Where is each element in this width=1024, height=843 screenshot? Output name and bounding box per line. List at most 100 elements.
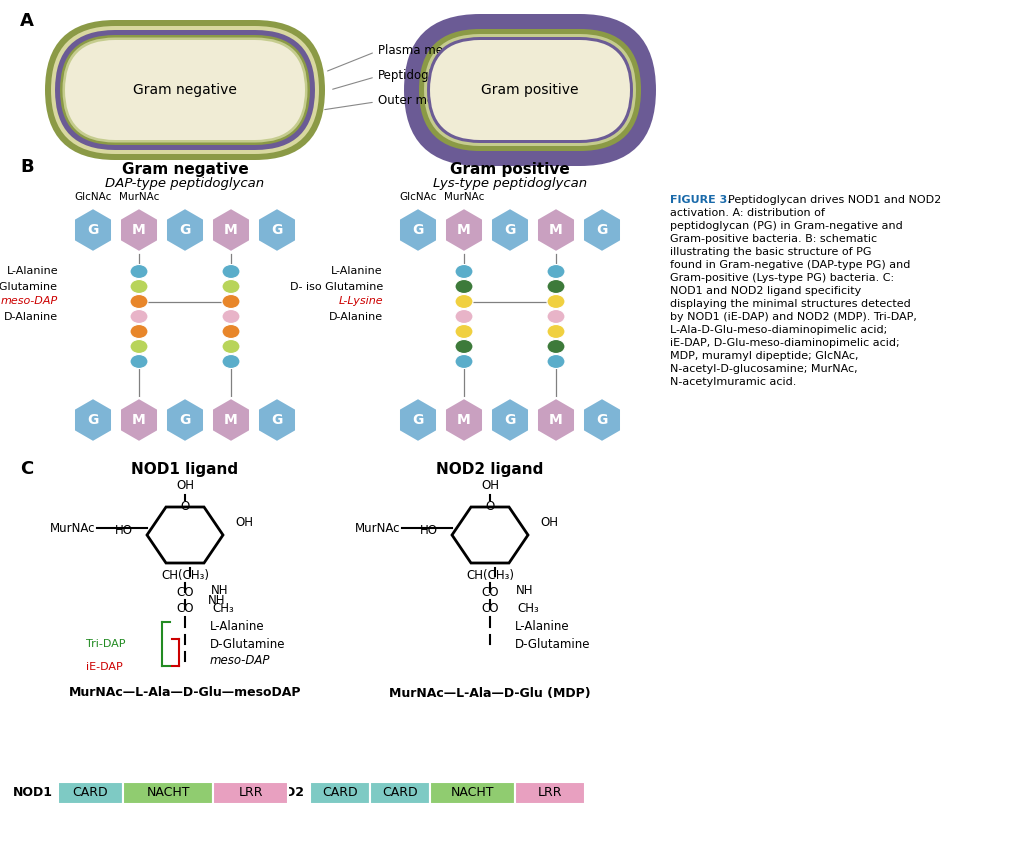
Ellipse shape xyxy=(130,265,148,278)
Text: GlcNAc: GlcNAc xyxy=(75,192,112,202)
Text: found in Gram-negative (DAP-type PG) and: found in Gram-negative (DAP-type PG) and xyxy=(670,260,910,270)
Text: D-Alanine: D-Alanine xyxy=(329,312,383,321)
FancyBboxPatch shape xyxy=(60,35,310,145)
Polygon shape xyxy=(212,208,250,252)
Text: LRR: LRR xyxy=(538,787,562,799)
Text: L-Alanine: L-Alanine xyxy=(515,620,569,633)
Ellipse shape xyxy=(222,355,240,368)
Text: Tri-DAP: Tri-DAP xyxy=(85,639,125,649)
Ellipse shape xyxy=(222,340,240,353)
Text: Gram positive: Gram positive xyxy=(481,83,579,97)
Text: G: G xyxy=(596,413,607,427)
Polygon shape xyxy=(120,398,158,442)
Text: L-Alanine: L-Alanine xyxy=(210,620,264,633)
Text: Gram negative: Gram negative xyxy=(133,83,237,97)
FancyBboxPatch shape xyxy=(123,782,213,804)
Text: C: C xyxy=(20,460,33,478)
Ellipse shape xyxy=(455,294,473,309)
Text: G: G xyxy=(271,223,283,237)
Polygon shape xyxy=(166,208,204,252)
Text: N-acetyl-D-glucosamine; MurNAc,: N-acetyl-D-glucosamine; MurNAc, xyxy=(670,364,858,374)
Text: D-Glutamine: D-Glutamine xyxy=(210,637,286,651)
Text: NACHT: NACHT xyxy=(451,787,495,799)
Ellipse shape xyxy=(547,280,565,293)
Ellipse shape xyxy=(222,309,240,324)
Text: MurNAc—L-Ala—D-Glu—mesoDAP: MurNAc—L-Ala—D-Glu—mesoDAP xyxy=(69,686,301,700)
Text: Gram-positive bacteria. B: schematic: Gram-positive bacteria. B: schematic xyxy=(670,234,878,244)
Ellipse shape xyxy=(130,355,148,368)
Ellipse shape xyxy=(547,355,565,368)
Polygon shape xyxy=(212,398,250,442)
Text: iE-DAP: iE-DAP xyxy=(86,663,123,673)
FancyBboxPatch shape xyxy=(430,40,630,140)
Text: by NOD1 (iE-DAP) and NOD2 (MDP). Tri-DAP,: by NOD1 (iE-DAP) and NOD2 (MDP). Tri-DAP… xyxy=(670,312,916,322)
Text: L-Ala-D-Glu-meso-diaminopimelic acid;: L-Ala-D-Glu-meso-diaminopimelic acid; xyxy=(670,325,887,335)
Text: M: M xyxy=(457,413,471,427)
Text: DAP-type peptidoglycan: DAP-type peptidoglycan xyxy=(105,177,264,190)
Ellipse shape xyxy=(455,340,473,353)
Text: Gram positive: Gram positive xyxy=(451,162,570,177)
FancyBboxPatch shape xyxy=(404,14,656,166)
Text: MurNAc: MurNAc xyxy=(49,522,95,534)
Polygon shape xyxy=(74,208,112,252)
Polygon shape xyxy=(445,398,483,442)
Text: Gram negative: Gram negative xyxy=(122,162,249,177)
Text: NACHT: NACHT xyxy=(146,787,189,799)
Ellipse shape xyxy=(222,325,240,339)
Text: O: O xyxy=(180,501,189,513)
Text: CO: CO xyxy=(176,586,194,599)
Polygon shape xyxy=(583,208,621,252)
Text: M: M xyxy=(132,413,145,427)
Text: FIGURE 3.: FIGURE 3. xyxy=(670,195,731,205)
Ellipse shape xyxy=(455,265,473,278)
FancyBboxPatch shape xyxy=(419,29,641,151)
Text: CO: CO xyxy=(481,586,499,599)
Text: CARD: CARD xyxy=(382,787,418,799)
Polygon shape xyxy=(166,398,204,442)
FancyBboxPatch shape xyxy=(65,40,305,140)
Text: Outer membrane: Outer membrane xyxy=(378,94,480,106)
Text: CO: CO xyxy=(176,603,194,615)
Text: G: G xyxy=(413,413,424,427)
Text: D- iso Glutamine: D- iso Glutamine xyxy=(290,282,383,292)
Text: HO: HO xyxy=(420,524,438,536)
Text: OH: OH xyxy=(176,479,194,492)
Ellipse shape xyxy=(130,280,148,293)
Polygon shape xyxy=(399,208,437,252)
FancyBboxPatch shape xyxy=(430,782,515,804)
Text: O: O xyxy=(485,501,495,513)
Polygon shape xyxy=(74,398,112,442)
Ellipse shape xyxy=(455,325,473,339)
FancyBboxPatch shape xyxy=(62,37,307,142)
Text: D-Alanine: D-Alanine xyxy=(4,312,58,321)
Text: L-Alanine: L-Alanine xyxy=(6,266,58,277)
Ellipse shape xyxy=(455,280,473,293)
Text: G: G xyxy=(179,413,190,427)
FancyBboxPatch shape xyxy=(515,782,585,804)
Text: GlcNAc: GlcNAc xyxy=(399,192,436,202)
Text: NOD2 ligand: NOD2 ligand xyxy=(436,462,544,477)
Ellipse shape xyxy=(130,340,148,353)
FancyBboxPatch shape xyxy=(427,37,633,143)
Polygon shape xyxy=(258,398,296,442)
Ellipse shape xyxy=(222,294,240,309)
Ellipse shape xyxy=(547,309,565,324)
Text: NOD1 and NOD2 ligand specificity: NOD1 and NOD2 ligand specificity xyxy=(670,286,861,296)
FancyBboxPatch shape xyxy=(45,20,325,160)
Ellipse shape xyxy=(547,325,565,339)
Text: NOD2: NOD2 xyxy=(265,787,305,799)
Text: MurNAc: MurNAc xyxy=(443,192,484,202)
Text: G: G xyxy=(179,223,190,237)
Polygon shape xyxy=(399,398,437,442)
Text: Plasma membrane: Plasma membrane xyxy=(378,44,489,56)
Ellipse shape xyxy=(222,280,240,293)
Text: Peptidoglycan: Peptidoglycan xyxy=(378,68,461,82)
Text: G: G xyxy=(87,413,98,427)
FancyBboxPatch shape xyxy=(51,26,319,154)
Text: G: G xyxy=(504,223,516,237)
Text: CH₃: CH₃ xyxy=(517,603,539,615)
Text: NOD1: NOD1 xyxy=(13,787,53,799)
Text: meso-DAP: meso-DAP xyxy=(210,654,270,668)
Text: CARD: CARD xyxy=(323,787,357,799)
Text: MDP, muramyl dipeptide; GlcNAc,: MDP, muramyl dipeptide; GlcNAc, xyxy=(670,351,858,361)
